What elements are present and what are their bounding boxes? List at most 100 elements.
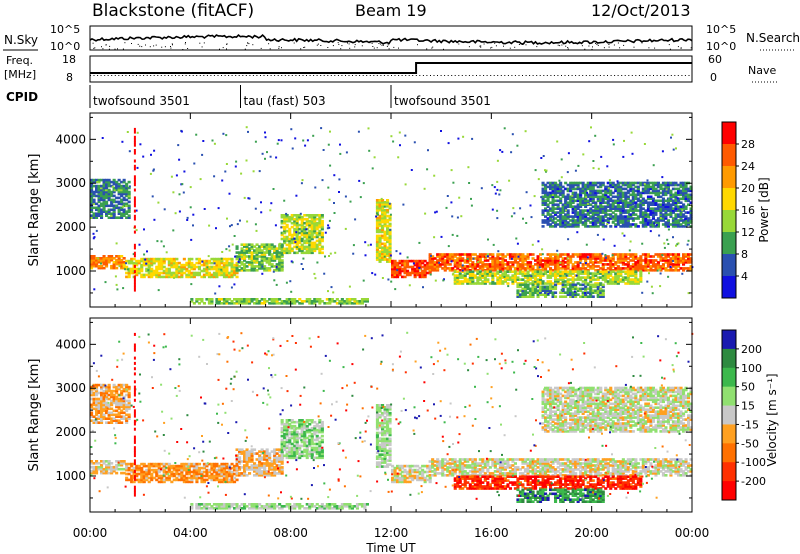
heatmap-cell: [571, 199, 575, 203]
heatmap-cell: [589, 285, 593, 289]
heatmap-cell: [488, 272, 492, 275]
heatmap-cell: [646, 219, 650, 222]
heatmap-cell: [544, 259, 548, 262]
heatmap-cell: [681, 272, 684, 275]
heatmap-cell: [375, 250, 379, 253]
heatmap-cell: [581, 191, 585, 195]
heatmap-cell: [308, 247, 312, 251]
heatmap-cell: [100, 186, 104, 190]
heatmap-cell: [626, 282, 630, 285]
heatmap-cell: [192, 265, 196, 269]
heatmap-cell: [651, 259, 655, 262]
heatmap-cell: [381, 242, 385, 246]
heatmap-cell: [601, 219, 605, 222]
heatmap-cell: [634, 205, 638, 208]
heatmap-cell: [551, 295, 555, 298]
nsearch-dot: [149, 46, 151, 48]
heatmap-cell: [596, 225, 600, 228]
heatmap-cell: [389, 254, 392, 257]
heatmap-cell: [556, 274, 560, 277]
heatmap-cell: [631, 255, 635, 258]
heatmap-cell: [599, 221, 603, 224]
heatmap-cell: [664, 269, 668, 272]
heatmap-cell: [536, 269, 540, 272]
heatmap-cell: [388, 205, 392, 208]
heatmap-cell: [581, 209, 585, 212]
heatmap-cell: [566, 253, 570, 256]
heatmap-cell: [576, 199, 580, 203]
heatmap-cell: [626, 265, 630, 268]
heatmap-cell: [207, 265, 211, 269]
heatmap-cell: [611, 280, 615, 283]
heatmap-cell: [353, 300, 357, 303]
heatmap-cell: [190, 265, 194, 269]
heatmap-cell: [569, 225, 573, 228]
nsearch-dot: [668, 44, 670, 46]
heatmap-cell: [392, 140, 395, 143]
heatmap-cell: [290, 215, 294, 219]
heatmap-cell: [609, 280, 613, 283]
heatmap-cell: [483, 259, 487, 262]
heatmap-cell: [576, 269, 580, 272]
heatmap-cell: [155, 474, 159, 478]
heatmap-cell: [315, 231, 319, 235]
heatmap-cell: [516, 272, 520, 275]
heatmap-cell: [133, 204, 136, 208]
heatmap-cell: [571, 217, 575, 220]
nave-dot: [592, 75, 594, 76]
heatmap-cell: [225, 248, 228, 251]
nave-dot: [646, 75, 647, 76]
heatmap-cell: [190, 271, 194, 275]
heatmap-cell: [207, 302, 211, 305]
heatmap-cell: [566, 259, 570, 262]
heatmap-cell: [574, 211, 578, 214]
heatmap-cell: [539, 259, 543, 262]
heatmap-cell: [140, 273, 144, 277]
heatmap-cell: [576, 213, 580, 216]
nsearch-dot: [480, 45, 482, 47]
heatmap-cell: [656, 205, 660, 208]
heatmap-cell: [539, 253, 543, 256]
heatmap-cell: [115, 200, 119, 204]
heatmap-cell: [381, 252, 385, 255]
heatmap-cell: [200, 275, 204, 279]
heatmap-cell: [308, 245, 312, 249]
heatmap-cell: [233, 235, 236, 237]
heatmap-cell: [549, 181, 553, 185]
heatmap-cell: [659, 209, 663, 212]
heatmap-cell: [107, 471, 111, 475]
heatmap-cell: [345, 151, 348, 154]
heatmap-cell: [92, 200, 96, 204]
heatmap-cell: [177, 472, 181, 476]
nave-dot: [316, 75, 318, 76]
heatmap-cell: [544, 187, 548, 191]
freq-tick-bottom: 8: [66, 71, 73, 84]
heatmap-cell: [135, 468, 139, 472]
nave-dot: [688, 75, 690, 76]
heatmap-cell: [381, 246, 385, 249]
heatmap-cell: [508, 255, 512, 258]
heatmap-cell: [677, 253, 681, 256]
nave-dot: [114, 75, 116, 76]
heatmap-cell: [516, 267, 520, 270]
heatmap-cell: [601, 201, 605, 204]
nave-dot: [677, 75, 679, 76]
heatmap-cell: [646, 183, 650, 187]
heatmap-cell: [230, 263, 234, 267]
heatmap-cell: [406, 263, 410, 267]
heatmap-cell: [621, 257, 625, 260]
heatmap-cell: [566, 211, 570, 214]
heatmap-cell: [664, 253, 668, 256]
heatmap-cell: [147, 265, 151, 269]
heatmap-cell: [190, 238, 193, 241]
heatmap-cell: [150, 468, 154, 472]
heatmap-cell: [127, 216, 131, 219]
heatmap-cell: [147, 273, 151, 277]
heatmap-cell: [544, 219, 548, 222]
heatmap-cell: [604, 276, 608, 279]
heatmap-cell: [107, 180, 111, 184]
heatmap-cell: [523, 272, 527, 275]
heatmap-cell: [599, 293, 603, 296]
heatmap-cell: [182, 267, 186, 271]
heatmap-cell: [508, 261, 512, 264]
